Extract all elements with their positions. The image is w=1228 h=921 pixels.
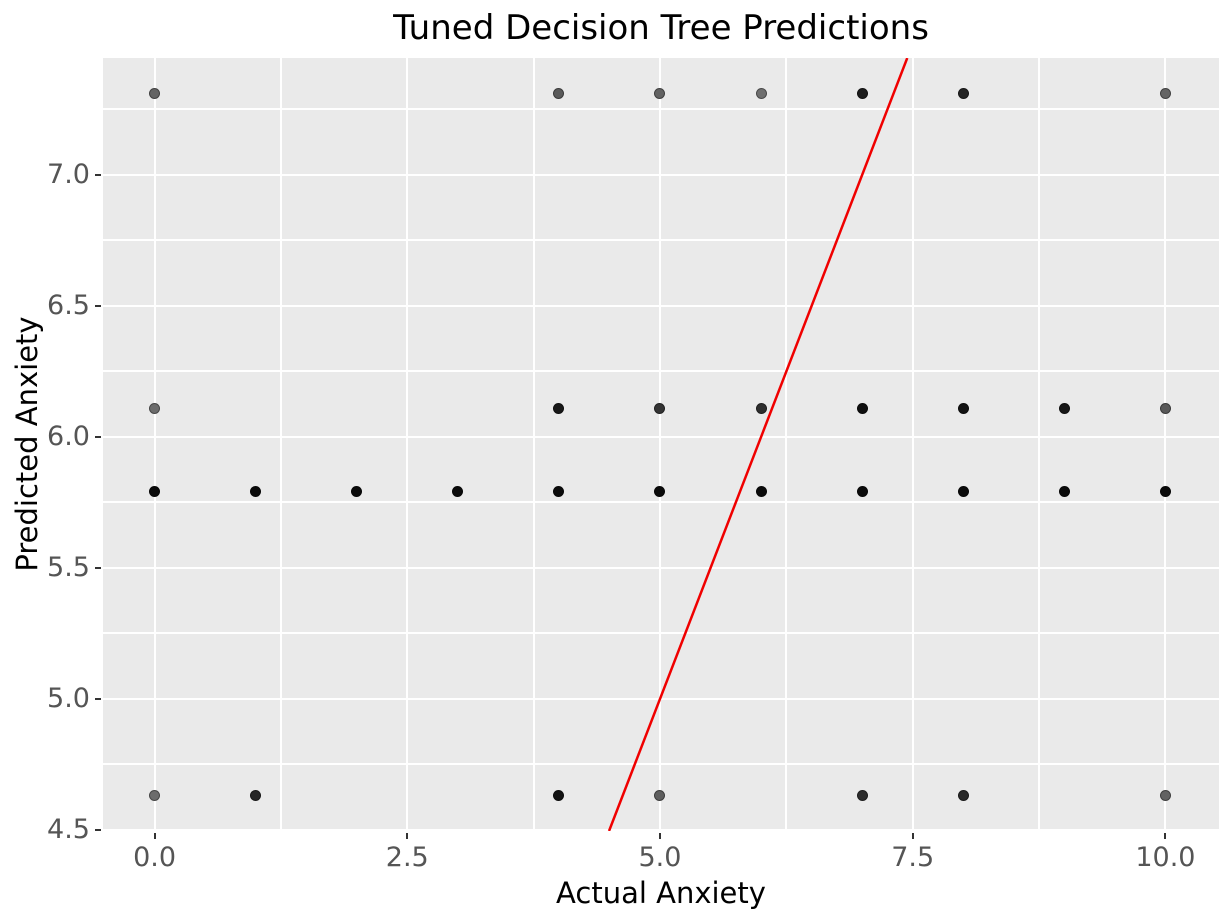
x-tick-mark — [1164, 833, 1167, 839]
data-point — [654, 402, 666, 414]
gridline-vertical — [1164, 58, 1167, 831]
data-point — [755, 402, 767, 414]
y-tick-mark — [95, 173, 101, 176]
gridline-horizontal — [103, 828, 1219, 831]
gridline-vertical — [532, 58, 535, 831]
data-point — [755, 88, 767, 100]
data-point — [351, 486, 363, 498]
x-tick-label: 7.5 — [891, 842, 935, 873]
data-point — [856, 88, 868, 100]
gridline-vertical — [406, 58, 409, 831]
data-point — [856, 486, 868, 498]
y-tick-mark — [95, 435, 101, 438]
y-tick-label: 6.0 — [47, 420, 90, 452]
gridline-horizontal — [103, 435, 1219, 438]
y-tick-label: 5.0 — [47, 682, 90, 714]
gridline-vertical — [1038, 58, 1041, 831]
data-point — [957, 486, 969, 498]
y-tick-mark — [95, 697, 101, 700]
data-point — [1159, 486, 1171, 498]
gridline-horizontal — [103, 501, 1219, 504]
data-point — [654, 790, 666, 802]
gridline-horizontal — [103, 370, 1219, 373]
gridline-horizontal — [103, 763, 1219, 766]
x-tick-label: 10.0 — [1135, 842, 1196, 873]
x-tick-mark — [658, 833, 661, 839]
gridline-vertical — [153, 58, 156, 831]
gridline-horizontal — [103, 632, 1219, 635]
data-point — [1159, 402, 1171, 414]
gridline-horizontal — [103, 173, 1219, 176]
gridline-vertical — [785, 58, 788, 831]
data-point — [149, 88, 161, 100]
x-tick-label: 5.0 — [638, 842, 682, 873]
data-point — [1058, 402, 1070, 414]
data-point — [755, 486, 767, 498]
y-tick-label: 7.0 — [47, 158, 90, 190]
y-tick-label: 5.5 — [47, 551, 90, 583]
gridline-horizontal — [103, 239, 1219, 242]
y-tick-label: 6.5 — [47, 289, 90, 321]
data-point — [1159, 88, 1171, 100]
plot-area — [103, 58, 1219, 831]
data-point — [149, 402, 161, 414]
x-axis-label: Actual Anxiety — [556, 876, 766, 910]
chart-title: Tuned Decision Tree Predictions — [393, 8, 929, 48]
data-point — [553, 486, 565, 498]
y-tick-mark — [95, 304, 101, 307]
data-point — [957, 790, 969, 802]
identity-line-layer — [607, 58, 909, 831]
x-tick-label: 2.5 — [385, 842, 429, 873]
data-point — [250, 790, 262, 802]
y-tick-label: 4.5 — [47, 813, 90, 845]
gridline-horizontal — [103, 108, 1219, 111]
data-point — [957, 402, 969, 414]
data-point — [149, 790, 161, 802]
y-tick-mark — [95, 828, 101, 831]
y-tick-mark — [95, 566, 101, 569]
data-point — [957, 88, 969, 100]
identity-line — [607, 58, 909, 831]
gridline-horizontal — [103, 304, 1219, 307]
gridline-vertical — [279, 58, 282, 831]
data-point — [856, 402, 868, 414]
gridline-vertical — [911, 58, 914, 831]
data-point — [1159, 790, 1171, 802]
data-point — [452, 486, 464, 498]
data-point — [856, 790, 868, 802]
data-point — [1058, 486, 1070, 498]
data-point — [654, 88, 666, 100]
data-point — [553, 88, 565, 100]
gridline-vertical — [658, 58, 661, 831]
x-tick-mark — [406, 833, 409, 839]
gridline-horizontal — [103, 566, 1219, 569]
x-tick-mark — [911, 833, 914, 839]
data-point — [250, 486, 262, 498]
data-point — [149, 486, 161, 498]
x-tick-label: 0.0 — [133, 842, 177, 873]
data-point — [553, 790, 565, 802]
x-tick-mark — [153, 833, 156, 839]
data-point — [553, 402, 565, 414]
